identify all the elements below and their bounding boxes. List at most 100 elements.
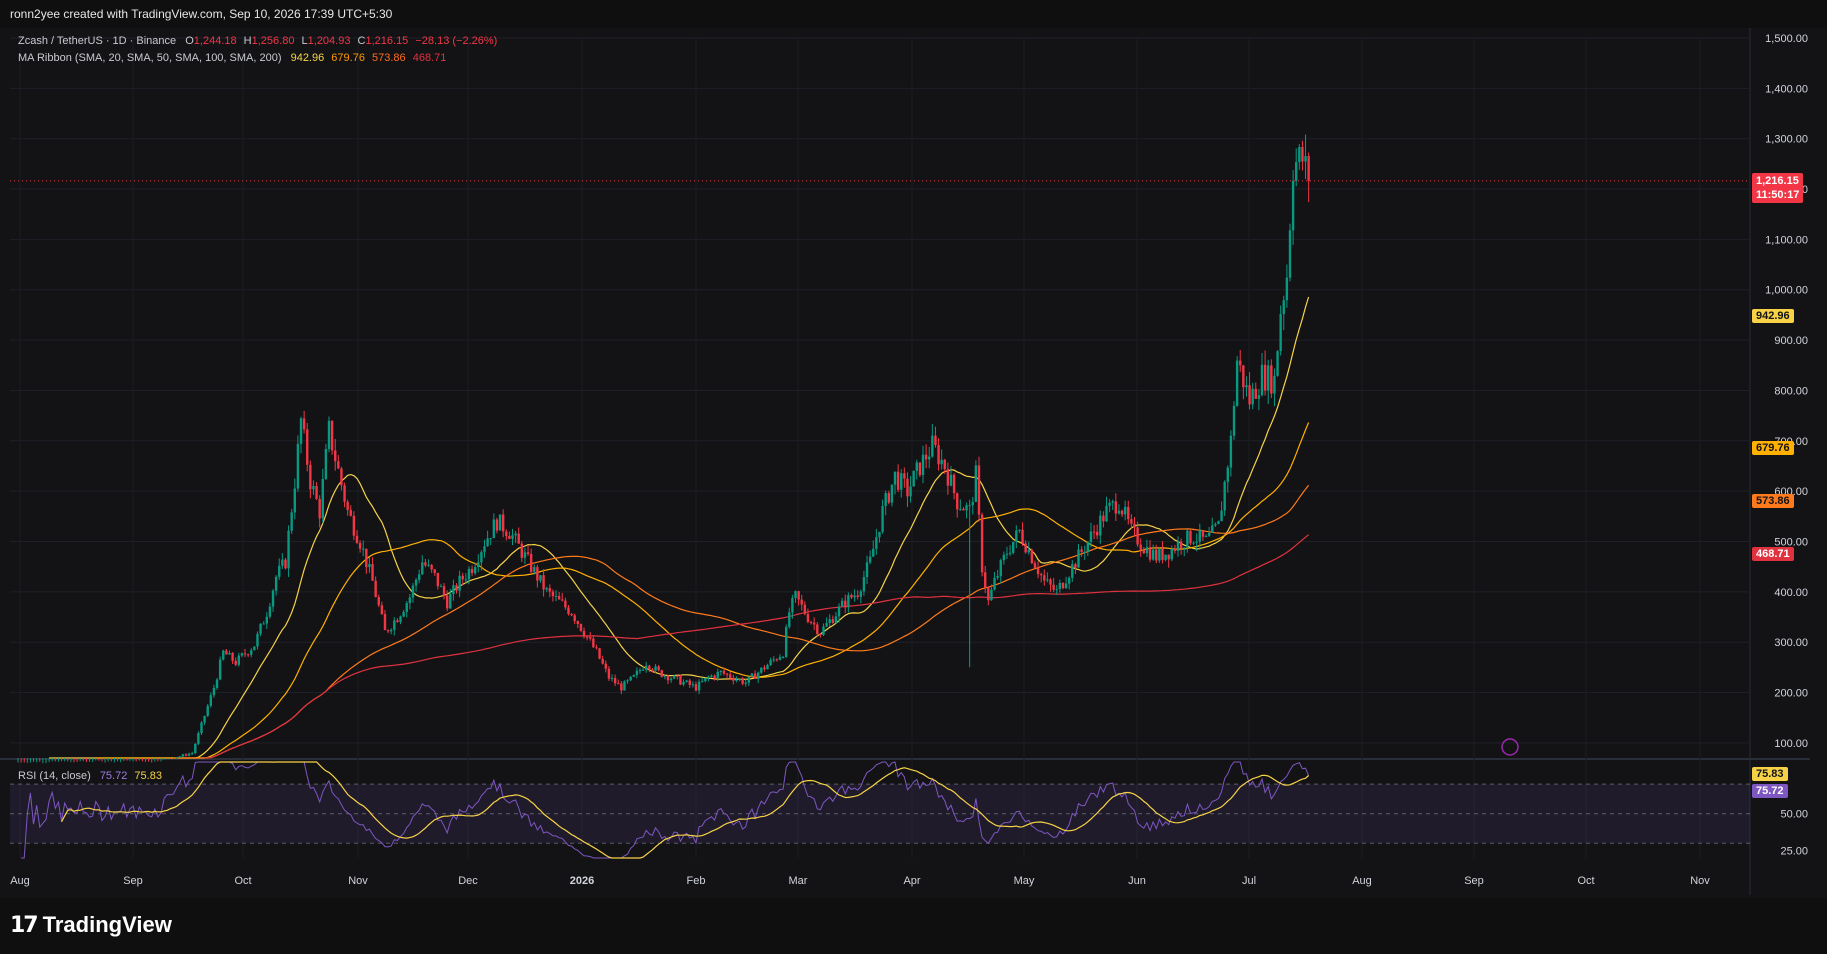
- candle-body: [240, 653, 244, 656]
- time-axis-label: Jul: [1242, 875, 1256, 887]
- candle-body: [977, 465, 981, 515]
- candle-body: [1195, 541, 1198, 543]
- price-tick-label: 1,400.00: [1765, 83, 1808, 95]
- candle-body: [725, 673, 729, 675]
- candle-body: [601, 658, 604, 664]
- candle-body: [847, 595, 850, 608]
- candle-body: [246, 654, 250, 656]
- candle-body: [262, 623, 265, 625]
- candle-body: [374, 580, 377, 598]
- candle-body: [1012, 541, 1015, 553]
- candle-body: [710, 675, 713, 677]
- chart-frame[interactable]: [0, 28, 1827, 898]
- rsi-line: [21, 761, 1310, 859]
- candle-body: [679, 676, 682, 685]
- candle-body: [884, 493, 887, 506]
- candle-body: [1201, 530, 1205, 537]
- price-tick-label: 300.00: [1774, 637, 1808, 649]
- candle-body: [645, 665, 648, 670]
- candle-body: [1117, 510, 1121, 514]
- candle-body: [250, 650, 253, 655]
- candle-body: [1071, 564, 1074, 578]
- candle-body: [228, 652, 231, 655]
- candle-body: [570, 613, 573, 616]
- candle-body: [1008, 552, 1012, 554]
- candle-body: [918, 462, 922, 476]
- candle-body: [980, 514, 984, 573]
- candle-body: [722, 670, 726, 674]
- candle-body: [1092, 531, 1096, 533]
- candle-body: [383, 614, 387, 631]
- candle-body: [753, 673, 757, 679]
- candle-body: [735, 679, 738, 681]
- candle-body: [906, 478, 909, 497]
- candle-body: [1120, 510, 1124, 515]
- candle-body: [701, 681, 704, 683]
- candle-body: [697, 681, 701, 691]
- candle-body: [1207, 532, 1211, 536]
- candle-body: [542, 575, 545, 590]
- candle-body: [1127, 506, 1130, 520]
- candle-body: [1151, 549, 1155, 560]
- candle-body: [956, 493, 959, 510]
- candle-body: [999, 560, 1002, 577]
- tradingview-logo[interactable]: 17 TradingView: [10, 912, 172, 938]
- candle-body: [548, 588, 552, 592]
- candle-body: [489, 538, 492, 540]
- candle-body: [194, 743, 197, 754]
- candle-body: [302, 418, 306, 430]
- candle-body: [707, 676, 710, 678]
- time-axis-label: Aug: [10, 875, 30, 887]
- candle-body: [946, 469, 950, 486]
- candle-body: [1276, 351, 1279, 376]
- candle-body: [1239, 360, 1242, 366]
- candle-body: [1015, 530, 1018, 542]
- candle-body: [190, 753, 194, 755]
- candle-body: [271, 590, 275, 607]
- credit-bar: ronn2yee created with TradingView.com, S…: [0, 0, 1827, 28]
- candle-body: [187, 753, 191, 756]
- time-axis-label: Oct: [1577, 875, 1594, 887]
- candle-body: [844, 600, 847, 608]
- candle-body: [1179, 541, 1183, 549]
- candle-body: [1139, 544, 1142, 550]
- ohlc-low: 1,204.93: [307, 35, 351, 47]
- candle-body: [346, 501, 349, 510]
- candle-body: [691, 684, 695, 686]
- candle-body: [1189, 530, 1192, 544]
- candle-body: [349, 509, 352, 516]
- candle-body: [1080, 549, 1083, 552]
- candle-body: [1086, 541, 1090, 552]
- candle-body: [486, 538, 489, 547]
- candle-body: [959, 508, 962, 510]
- candle-body: [828, 619, 831, 623]
- candle-body: [1027, 549, 1030, 553]
- candle-body: [390, 629, 393, 632]
- candle-body: [788, 612, 791, 627]
- time-axis-label: Dec: [458, 875, 478, 887]
- candle-body: [259, 623, 262, 634]
- candle-body: [1024, 543, 1027, 553]
- candle-body: [1167, 554, 1170, 560]
- tradingview-logo-icon: 17: [10, 912, 39, 938]
- candle-body: [610, 677, 614, 679]
- candle-body: [184, 754, 188, 756]
- candle-body: [337, 461, 340, 469]
- candle-body: [442, 586, 446, 596]
- candle-body: [1164, 554, 1167, 560]
- candle-body: [812, 622, 816, 625]
- candle-body: [890, 484, 894, 503]
- candle-body: [769, 659, 772, 665]
- candle-body: [620, 683, 623, 691]
- candle-body: [856, 595, 859, 597]
- candle-body: [669, 678, 673, 681]
- candle-body: [1173, 548, 1177, 551]
- candle-body: [1288, 230, 1292, 278]
- price-legend: Zcash / TetherUS · 1D · Binance O1,244.1…: [18, 35, 498, 47]
- price-tick-label: 1,000.00: [1765, 285, 1808, 297]
- candle-body: [197, 733, 200, 744]
- candle-body: [806, 613, 810, 622]
- candle-body: [1186, 530, 1189, 548]
- candle-body: [937, 445, 940, 465]
